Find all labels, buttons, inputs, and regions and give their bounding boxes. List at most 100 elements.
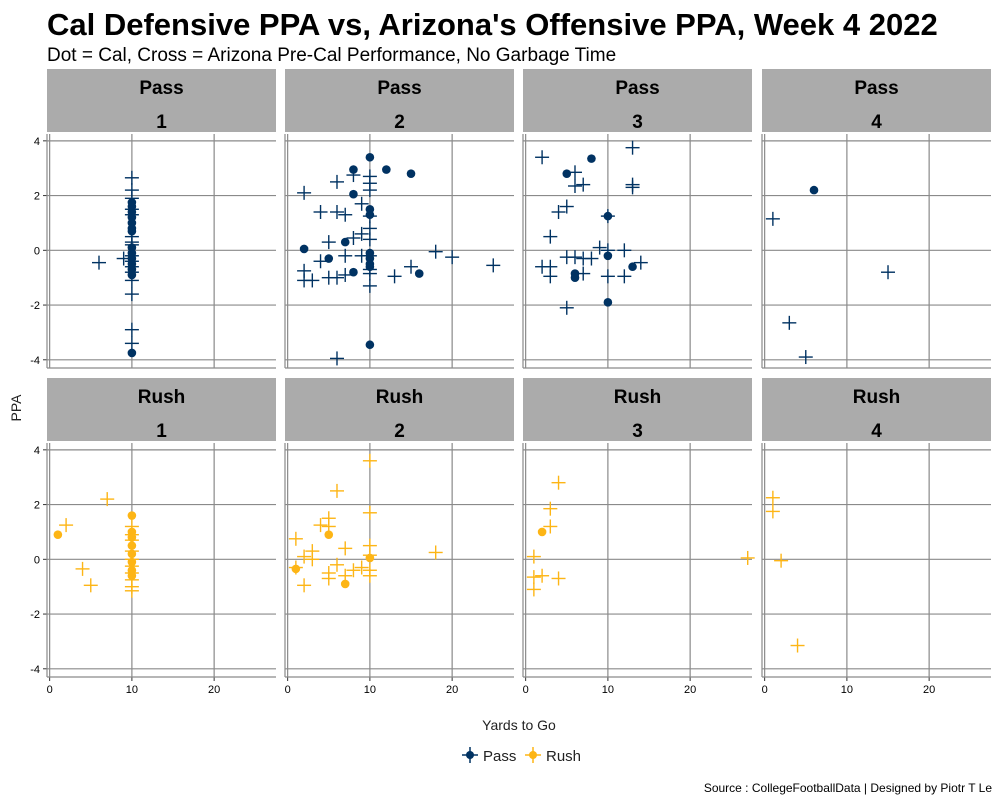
cross-point-arizona [798,350,813,365]
facet-label-type: Rush [376,387,424,408]
dot-point-cal [127,226,137,236]
dot-point-cal [53,530,63,539]
dot-point-cal [340,579,350,589]
y-tick-label: -4 [30,355,40,367]
dot-point-cal [127,541,137,550]
cross-point-arizona [313,254,328,269]
x-tick-label: 0 [523,684,529,696]
y-tick-label: -2 [30,609,40,621]
facet-label-type: Pass [615,78,659,99]
dot-point-cal [365,262,375,272]
cross-point-arizona [338,248,353,263]
dot-point-cal [127,557,137,567]
cross-point-arizona [881,265,896,280]
cross-point-arizona [329,351,344,366]
dot-point-cal [127,270,137,280]
legend: Pass Rush [462,747,581,765]
dot-point-cal [324,530,334,539]
cross-point-arizona [354,226,369,241]
dot-point-cal [349,189,358,199]
cross-point-arizona [445,250,460,265]
cross-point-arizona [486,258,501,273]
cross-point-arizona [617,269,632,284]
x-tick-label: 20 [684,684,696,696]
dot-point-cal [127,571,137,581]
cross-point-arizona [774,553,789,568]
cross-point-arizona [362,183,377,198]
legend-label-pass: Pass [483,748,516,765]
x-tick-label: 0 [47,684,53,696]
dot-point-cal [570,273,580,282]
facet-label-type: Rush [853,387,901,408]
facet-label-down: 2 [394,421,405,442]
cross-point-arizona [584,251,599,266]
dot-point-cal [127,533,137,542]
facet-strip [762,69,991,132]
legend-item-rush: Rush [525,747,581,765]
cross-point-arizona [297,185,312,200]
cross-point-arizona [362,453,377,468]
cross-point-arizona [559,300,574,315]
cross-point-arizona [428,244,443,259]
cross-point-arizona [782,315,797,330]
cross-point-arizona [124,322,139,337]
cross-point-arizona [297,578,312,593]
cross-point-arizona [543,269,558,284]
y-tick-label: 0 [34,245,40,257]
cross-point-arizona [765,211,780,226]
cross-point-arizona [362,232,377,247]
facet-label-type: Rush [138,387,186,408]
cross-point-arizona [567,250,582,265]
cross-point-arizona [387,269,402,284]
cross-point-arizona [75,561,90,576]
cross-point-arizona [329,174,344,189]
y-axis-title: PPA [8,394,24,422]
cross-point-arizona [59,518,74,533]
facet-strip [285,378,514,441]
caption: Source : CollegeFootballData | Designed … [704,781,992,795]
facet-label-down: 2 [394,112,405,133]
facet-rush-4: Rush 4 0 10 20 [761,378,991,696]
legend-item-pass: Pass [462,747,516,765]
cross-point-arizona [535,568,550,583]
cross-point-arizona [338,267,353,282]
cross-point-arizona [526,570,541,585]
cross-point-arizona [790,638,805,653]
cross-point-arizona [329,270,344,285]
dot-point-cal [299,244,309,254]
cross-point-arizona [592,240,607,255]
dot-point-cal [127,511,137,520]
dot-point-cal [365,340,375,350]
x-axis-title: Yards to Go [482,717,556,733]
y-tick-label: 4 [34,136,40,148]
cross-point-arizona [362,505,377,520]
dot-point-cal [537,527,547,537]
chart-subtitle: Dot = Cal, Cross = Arizona Pre-Cal Perfo… [47,45,616,66]
cross-point-arizona [329,483,344,498]
cross-point-arizona [551,475,566,490]
cross-point-arizona [346,231,361,245]
facet-label-down: 4 [871,421,882,442]
x-tick-label: 10 [841,684,853,696]
cross-point-arizona [321,235,336,250]
facet-pass-3: Pass 3 [522,69,752,369]
cross-point-arizona [354,196,369,211]
cross-point-arizona [633,255,648,270]
cross-point-arizona [765,504,780,519]
cross-point-arizona [329,557,344,572]
cross-point-arizona [321,571,336,586]
cross-point-arizona [428,545,443,560]
dot-point-cal [127,549,137,559]
y-tick-label: 4 [34,445,40,457]
cross-point-arizona [83,578,98,593]
x-tick-label: 10 [602,684,614,696]
cross-point-arizona [124,170,139,185]
y-tick-label: -2 [30,300,40,312]
dot-point-cal [365,210,375,220]
cross-point-arizona [535,150,550,165]
facet-label-down: 1 [156,421,167,442]
dot-point-cal [406,169,416,178]
